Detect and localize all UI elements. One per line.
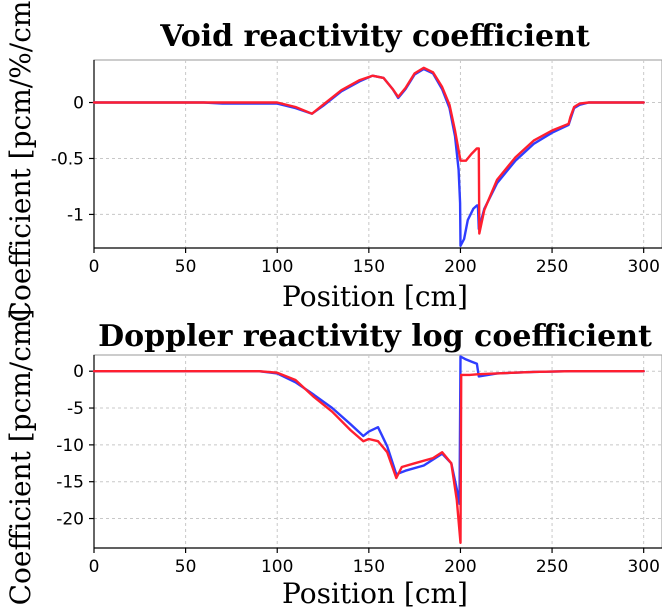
doppler-y-tick-label: -10: [56, 436, 84, 456]
doppler-chart-x-axis-label: Position [cm]: [282, 577, 468, 610]
doppler-y-tick-label: -5: [67, 399, 84, 419]
doppler-x-tick-label: 250: [536, 557, 568, 577]
void-x-tick-label: 200: [444, 257, 476, 277]
void-x-tick-label: 300: [627, 257, 659, 277]
doppler-y-tick-label: 0: [73, 362, 84, 382]
doppler-chart-title: Doppler reactivity log coefficient: [98, 319, 652, 354]
void-x-tick-label: 0: [89, 257, 100, 277]
void-chart-y-axis-label: Coefficient [pcm/%/cm]: [4, 0, 37, 322]
doppler-x-tick-label: 300: [627, 557, 659, 577]
doppler-x-tick-label: 150: [353, 557, 385, 577]
void-y-tick-label: -1: [67, 205, 84, 225]
void-x-tick-label: 100: [261, 257, 293, 277]
void-chart-title: Void reactivity coefficient: [159, 19, 590, 54]
doppler-y-tick-label: -20: [56, 510, 84, 530]
doppler-chart-y-axis-label: Coefficient [pcm/cm]: [4, 309, 37, 606]
doppler-x-tick-label: 100: [261, 557, 293, 577]
void-x-tick-label: 50: [175, 257, 197, 277]
void-plot-frame: [93, 59, 662, 249]
void-series-red-line: [92, 66, 645, 235]
doppler-chart: Doppler reactivity log coefficient Posit…: [4, 309, 662, 610]
doppler-x-tick-label: 0: [89, 557, 100, 577]
doppler-series-red-line: [92, 370, 645, 544]
doppler-chart-plot-area: 0 50 100 150 200 250 300 0 -5 -10 -15 -20: [56, 354, 662, 577]
void-x-tick-label: 250: [536, 257, 568, 277]
void-y-tick-label: 0: [73, 94, 84, 114]
doppler-x-tick-label: 50: [175, 557, 197, 577]
void-chart-plot-area: 0 50 100 150 200 250 300 0 -0.5 -1: [51, 59, 662, 277]
doppler-y-tick-label: -15: [56, 473, 84, 493]
doppler-series-blue-line: [92, 355, 645, 505]
void-y-tick-label: -0.5: [51, 149, 84, 169]
doppler-x-tick-label: 200: [444, 557, 476, 577]
void-chart: Void reactivity coefficient Position [cm…: [4, 0, 662, 322]
void-x-tick-label: 150: [353, 257, 385, 277]
void-chart-x-axis-label: Position [cm]: [282, 280, 468, 313]
doppler-plot-frame: [93, 354, 662, 549]
